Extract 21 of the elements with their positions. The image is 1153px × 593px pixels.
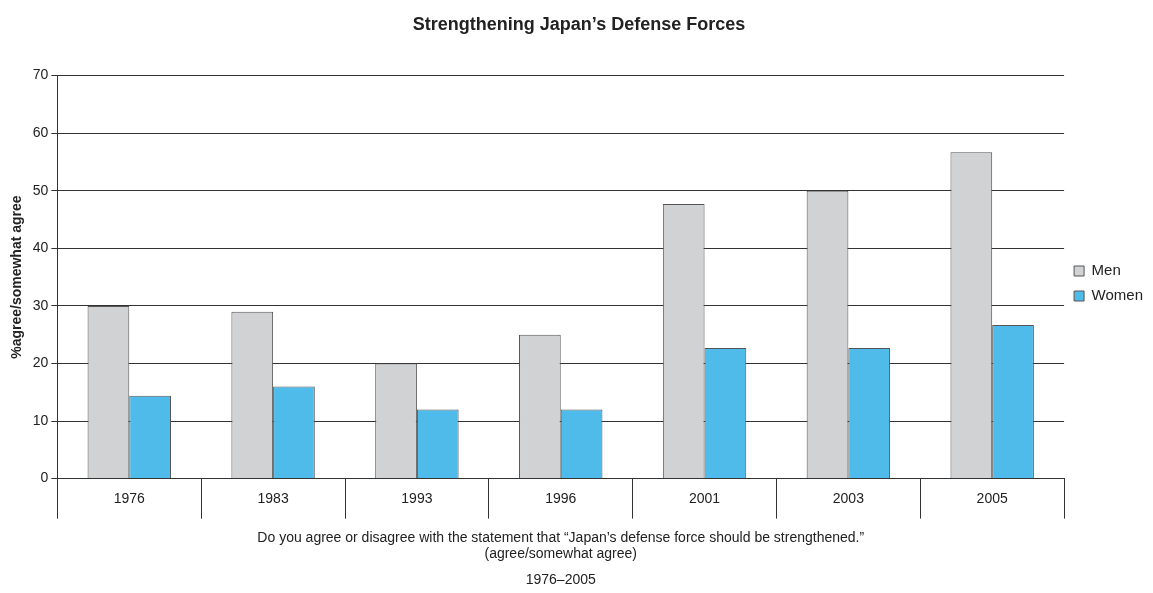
y-tick-label: 10 — [32, 411, 49, 428]
y-axis-title: %agree/somewhat agree — [8, 195, 25, 359]
y-tick-label: 70 — [32, 66, 49, 83]
x-tick-label: 1996 — [545, 489, 577, 506]
text: 1976–2005 — [525, 571, 596, 587]
x-tick-label: 1976 — [113, 489, 146, 506]
x-axis-title: Do you agree or disagree with the statement that “Japan’s defense force should be strengthened.” (agree/somewhat agree) — [257, 528, 865, 562]
x-tick-label: 1983 — [257, 489, 289, 506]
x-tick-label: 2001 — [688, 489, 721, 506]
y-tick-label: 0 — [40, 469, 49, 486]
x-tick-label: 2005 — [976, 489, 1008, 506]
y-tick-label: 30 — [32, 296, 49, 313]
legend-label: Women — [1091, 286, 1144, 304]
y-tick-label: 20 — [32, 354, 49, 371]
legend-label: Men — [1091, 261, 1121, 279]
x-tick-label: 2003 — [832, 489, 865, 506]
y-tick-label: 40 — [32, 239, 49, 256]
y-tick-label: 50 — [32, 181, 49, 198]
y-tick-label: 60 — [32, 124, 49, 141]
chart-title: Strengthening Japan’s Defense Forces — [412, 13, 746, 34]
x-tick-label: 1993 — [401, 489, 433, 506]
